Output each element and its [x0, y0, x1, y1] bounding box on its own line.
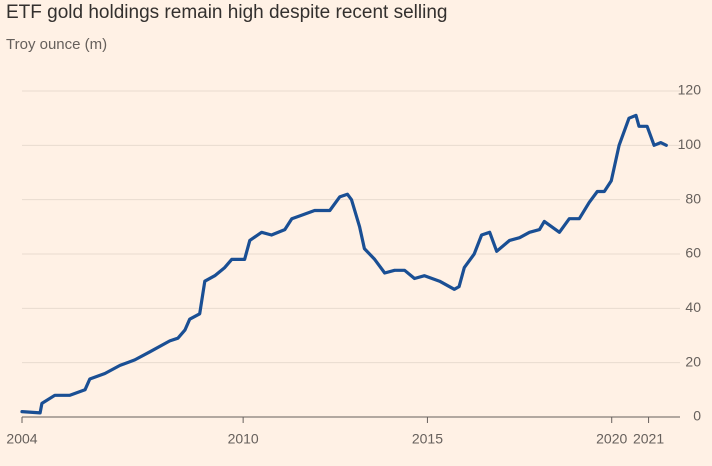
x-tick-label: 2020: [596, 431, 627, 447]
y-tick-label: 20: [685, 353, 701, 369]
y-tick-label: 120: [678, 82, 702, 98]
line: [20, 113, 668, 415]
y-tick-label: 60: [685, 245, 701, 261]
chart-title: ETF gold holdings remain high despite re…: [6, 2, 447, 23]
x-tick-label: 2010: [228, 431, 259, 447]
chart-subtitle: Troy ounce (m): [6, 36, 107, 53]
x-tick-label: 2015: [412, 431, 443, 447]
y-tick-label: 80: [685, 190, 701, 206]
y-tick-label: 40: [685, 299, 701, 315]
x-tick-label: 2004: [6, 431, 37, 447]
y-tick-label: 0: [693, 408, 701, 424]
y-tick-label: 100: [678, 136, 702, 152]
x-tick-label: 2021: [633, 431, 664, 447]
